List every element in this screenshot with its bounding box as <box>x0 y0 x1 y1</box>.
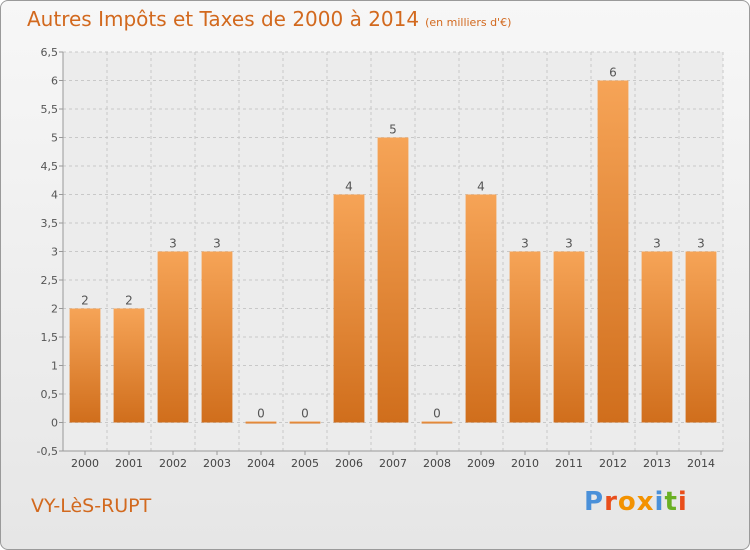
data-label: 3 <box>521 237 529 251</box>
logo-letter: t <box>664 487 678 517</box>
y-tick-label: 1 <box>51 360 58 373</box>
bar <box>421 421 453 424</box>
y-tick-label: 0 <box>51 417 58 430</box>
data-label: 0 <box>257 407 265 421</box>
x-tick-label: 2005 <box>291 457 319 470</box>
logo-letter: i <box>654 487 665 517</box>
logo-letter: r <box>604 487 618 517</box>
y-tick-label: 2,5 <box>41 274 59 287</box>
logo-letter: i <box>677 487 688 517</box>
bar <box>685 251 717 423</box>
bar <box>377 137 409 423</box>
logo-letter: P <box>584 487 605 517</box>
data-label: 4 <box>345 180 353 194</box>
data-label: 6 <box>609 66 617 80</box>
y-tick-label: 5,5 <box>41 103 59 116</box>
y-tick-label: 4 <box>51 189 58 202</box>
bar <box>201 251 233 423</box>
x-tick-label: 2006 <box>335 457 363 470</box>
proxiti-logo: Proxiti <box>584 487 688 517</box>
data-label: 0 <box>301 407 309 421</box>
y-tick-label: 6 <box>51 75 58 88</box>
data-label: 2 <box>125 294 133 308</box>
data-label: 3 <box>653 237 661 251</box>
chart-title: Autres Impôts et Taxes de 2000 à 2014 (en… <box>27 7 511 31</box>
x-tick-label: 2001 <box>115 457 143 470</box>
y-tick-label: 4,5 <box>41 160 59 173</box>
bar <box>245 421 277 424</box>
y-tick-label: 2 <box>51 303 58 316</box>
y-tick-label: -0,5 <box>37 445 58 458</box>
x-tick-label: 2014 <box>687 457 715 470</box>
y-tick-label: 1,5 <box>41 331 59 344</box>
y-tick-label: 6,5 <box>41 46 59 59</box>
bar <box>641 251 673 423</box>
y-tick-label: 3,5 <box>41 217 59 230</box>
x-tick-label: 2008 <box>423 457 451 470</box>
bar <box>289 421 321 424</box>
data-labels: 2 2 3 3 0 0 4 5 0 4 3 3 6 3 3 <box>81 66 705 421</box>
bar <box>113 308 145 423</box>
data-label: 5 <box>389 123 397 137</box>
bar <box>333 194 365 423</box>
y-tick-label: 5 <box>51 132 58 145</box>
location-label: VY-LèS-RUPT <box>31 495 152 517</box>
x-tick-label: 2010 <box>511 457 539 470</box>
bar <box>157 251 189 423</box>
x-tick-label: 2011 <box>555 457 583 470</box>
x-tick-label: 2007 <box>379 457 407 470</box>
data-label: 0 <box>433 407 441 421</box>
chart-title-text: Autres Impôts et Taxes de 2000 à 2014 <box>27 7 420 31</box>
x-tick-label: 2000 <box>71 457 99 470</box>
bar <box>465 194 497 423</box>
y-tick-label: 0,5 <box>41 388 59 401</box>
data-label: 2 <box>81 294 89 308</box>
bar <box>553 251 585 423</box>
bar <box>509 251 541 423</box>
data-label: 3 <box>565 237 573 251</box>
data-label: 3 <box>697 237 705 251</box>
x-tick-label: 2002 <box>159 457 187 470</box>
x-tick-label: 2013 <box>643 457 671 470</box>
x-tick-label: 2004 <box>247 457 275 470</box>
x-tick-label: 2009 <box>467 457 495 470</box>
y-tick-label: 3 <box>51 246 58 259</box>
data-label: 3 <box>213 237 221 251</box>
chart-unit: (en milliers d'€) <box>425 16 512 29</box>
x-tick-label: 2012 <box>599 457 627 470</box>
logo-letter: o <box>617 487 637 517</box>
data-label: 4 <box>477 180 485 194</box>
bar <box>69 308 101 423</box>
data-label: 3 <box>169 237 177 251</box>
bar <box>597 80 629 423</box>
logo-letter: x <box>636 487 655 517</box>
bars <box>69 80 717 424</box>
x-tick-label: 2003 <box>203 457 231 470</box>
